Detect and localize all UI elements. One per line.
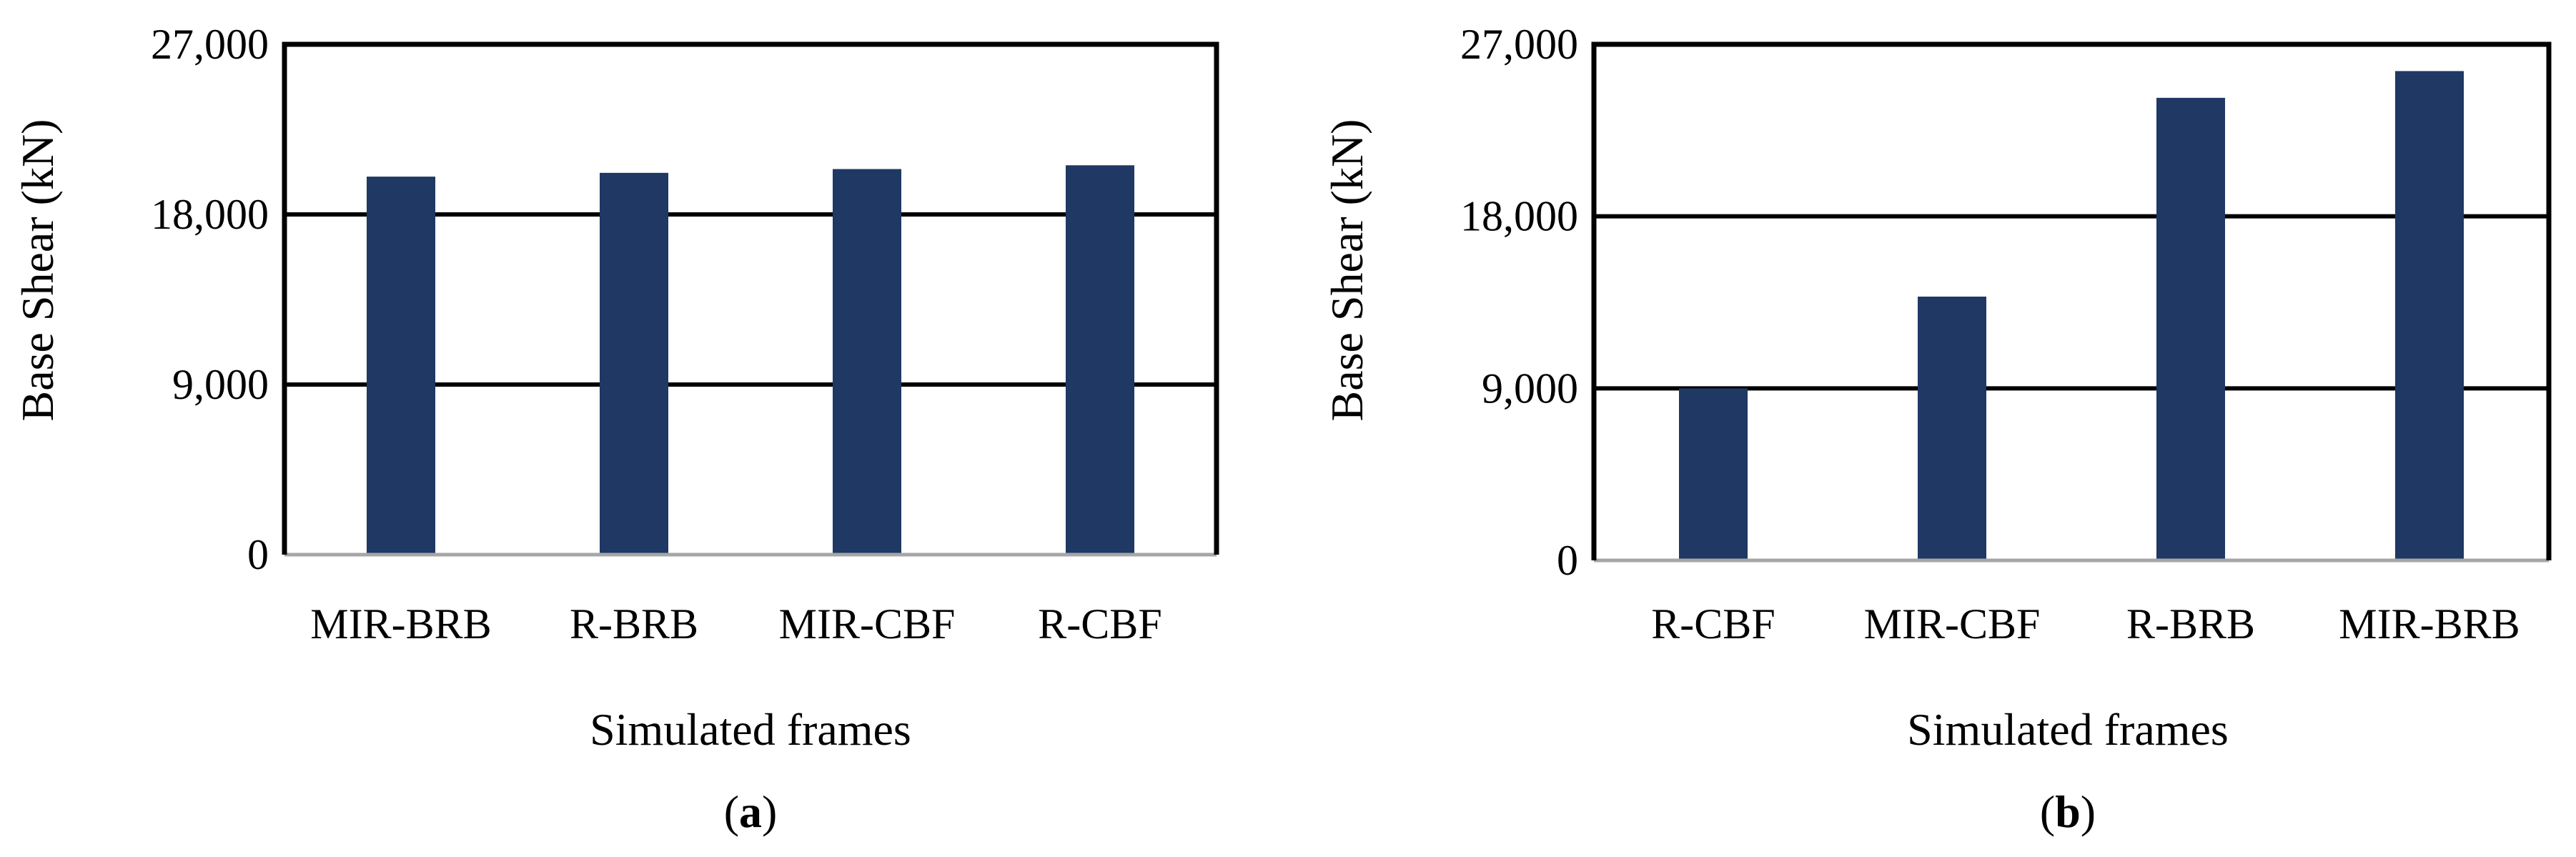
- panel-b-x-tick-label: R-BRB: [2126, 600, 2255, 648]
- panel-a-y-tick-label: 0: [247, 531, 269, 578]
- panel-b-caption-label: (b): [2040, 786, 2096, 837]
- panel-a-bar: [833, 169, 901, 555]
- panel-a-x-tick-label: R-BRB: [570, 600, 698, 648]
- panel-b-bar: [2156, 97, 2225, 560]
- panel-a-plot-frame: [282, 41, 1219, 555]
- panel-b-caption-letter: b: [2055, 786, 2081, 837]
- panel-b-x-tick-label: R-CBF: [1651, 600, 1775, 648]
- panel-a-y-axis-label: Base Shear (kN): [12, 119, 63, 422]
- panel-b-y-tick-label: 9,000: [1482, 365, 1578, 412]
- panel-b-x-tick-label: MIR-CBF: [1864, 600, 2041, 648]
- panel-b-x-axis-label: Simulated frames: [1907, 704, 2229, 755]
- panel-b-bar: [1918, 296, 1986, 560]
- panel-b-plot-frame: [1591, 41, 2552, 560]
- panel-a-x-tick-label: MIR-BRB: [310, 600, 491, 648]
- panel-a-x-tick-label: MIR-CBF: [779, 600, 956, 648]
- panel-b-plot-area: 0 9,000 18,000 27,000 R-CBF MIR-CBF R-BRB MIR-B…: [1460, 21, 2552, 648]
- panel-a-plot-area: 0 9,000 18,000 27,000 MIR-BRB R-BRB MIR-CBF R-C…: [151, 21, 1219, 648]
- panel-a-y-tick-label: 27,000: [151, 21, 269, 68]
- panel-a-chart: 0 9,000 18,000 27,000 MIR-BRB R-BRB MIR-CBF R-C…: [12, 21, 1219, 837]
- panel-a-bar: [367, 177, 435, 555]
- panel-b-bar: [2395, 71, 2464, 561]
- panel-a-y-tick-label: 18,000: [151, 191, 269, 238]
- panel-a-caption-label: (a): [724, 786, 778, 837]
- panel-b-x-tick-label: MIR-BRB: [2339, 600, 2520, 648]
- panel-b-chart: 0 9,000 18,000 27,000 R-CBF MIR-CBF R-BRB MIR-B…: [1322, 21, 2552, 837]
- panel-a-x-tick-label: R-CBF: [1038, 600, 1161, 648]
- panel-b-y-axis-label: Base Shear (kN): [1322, 119, 1372, 422]
- panel-a-y-tick-label: 9,000: [172, 361, 269, 408]
- panel-b-y-tick-label: 18,000: [1460, 193, 1578, 240]
- panel-a-x-axis-label: Simulated frames: [590, 704, 911, 755]
- panel-a-bar: [600, 172, 668, 555]
- panel-b-bar: [1679, 388, 1748, 560]
- panel-a-bar: [1066, 165, 1134, 555]
- panel-a-caption-letter: a: [739, 786, 762, 837]
- panel-b-y-tick-label: 27,000: [1460, 21, 1578, 68]
- panel-b-y-tick-label: 0: [1557, 537, 1578, 584]
